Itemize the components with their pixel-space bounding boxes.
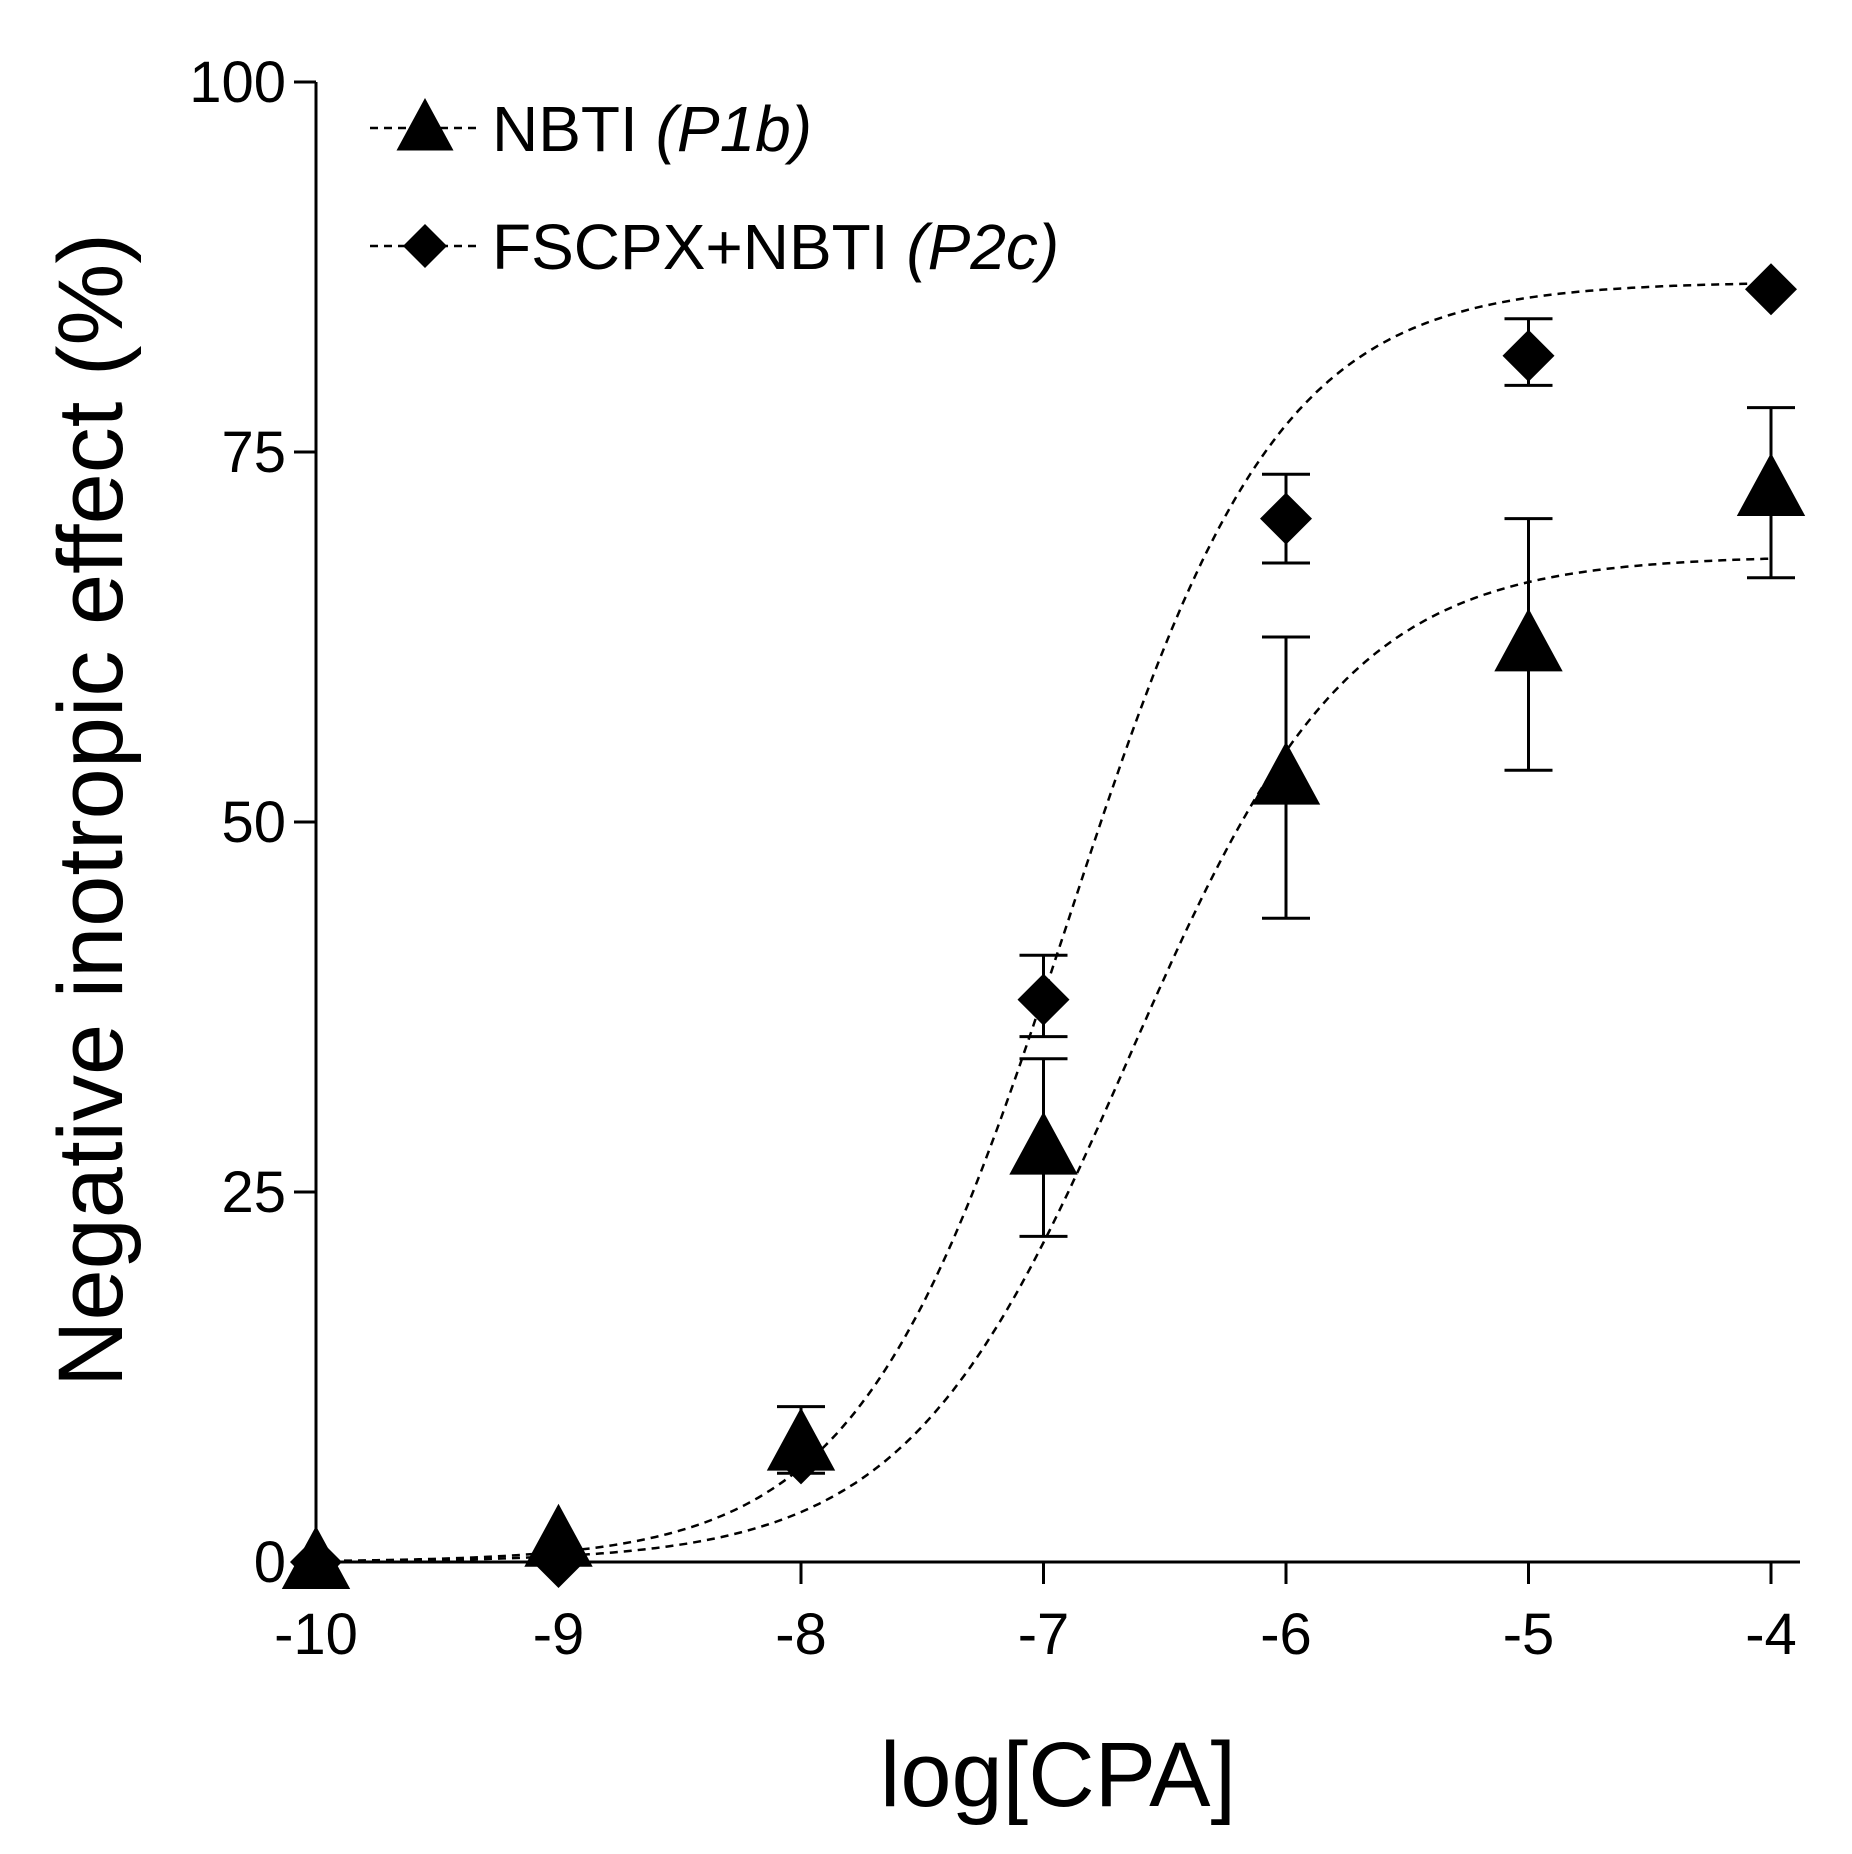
x-tick-label: -4 bbox=[1745, 1602, 1797, 1667]
x-tick-label: -10 bbox=[274, 1602, 358, 1667]
data-point-nbti bbox=[1009, 1111, 1078, 1175]
x-tick-label: -9 bbox=[533, 1602, 585, 1667]
data-point-fscpx bbox=[1017, 973, 1070, 1026]
y-tick-label: 50 bbox=[221, 790, 286, 855]
x-tick-label: -7 bbox=[1018, 1602, 1070, 1667]
x-tick-label: -5 bbox=[1503, 1602, 1555, 1667]
legend-series-name: FSCPX+NBTI bbox=[492, 211, 906, 283]
legend: NBTI (P1b) FSCPX+NBTI (P2c) bbox=[370, 93, 1059, 283]
data-point-fscpx bbox=[775, 1432, 827, 1485]
y-tick-label: 75 bbox=[221, 420, 286, 485]
y-axis-title: Negative inotropic effect (%) bbox=[40, 233, 142, 1387]
data-point-nbti bbox=[1251, 741, 1321, 805]
data-point-fscpx bbox=[1745, 263, 1797, 316]
legend-label-nbti: NBTI (P1b) bbox=[492, 93, 812, 165]
error-bars bbox=[777, 317, 1795, 1475]
y-tick-label: 0 bbox=[254, 1530, 286, 1595]
data-markers bbox=[281, 263, 1806, 1589]
legend-series-note: (P1b) bbox=[656, 93, 813, 165]
fit-curve-fscpx bbox=[315, 282, 1772, 1563]
x-axis-title: log[CPA] bbox=[880, 1724, 1236, 1826]
data-point-fscpx bbox=[1260, 492, 1312, 545]
data-point-nbti bbox=[1494, 608, 1563, 672]
x-tick-label: -8 bbox=[775, 1602, 827, 1667]
y-axis-ticks: 0 25 50 75 100 bbox=[189, 50, 316, 1595]
legend-marker-fscpx bbox=[403, 224, 447, 268]
legend-marker-nbti bbox=[396, 98, 454, 151]
x-axis-ticks: -10 -9 -8 -7 -6 -5 -4 bbox=[274, 1562, 1797, 1667]
y-tick-label: 25 bbox=[221, 1160, 286, 1225]
data-point-fscpx bbox=[1502, 329, 1555, 382]
fit-curves bbox=[315, 282, 1772, 1563]
data-point-nbti bbox=[1736, 453, 1806, 516]
legend-series-note: (P2c) bbox=[906, 211, 1059, 283]
x-tick-label: -6 bbox=[1260, 1602, 1312, 1667]
legend-series-name: NBTI bbox=[492, 93, 656, 165]
y-tick-label: 100 bbox=[189, 50, 286, 115]
legend-label-fscpx: FSCPX+NBTI (P2c) bbox=[492, 211, 1059, 283]
data-point-nbti bbox=[524, 1503, 593, 1567]
